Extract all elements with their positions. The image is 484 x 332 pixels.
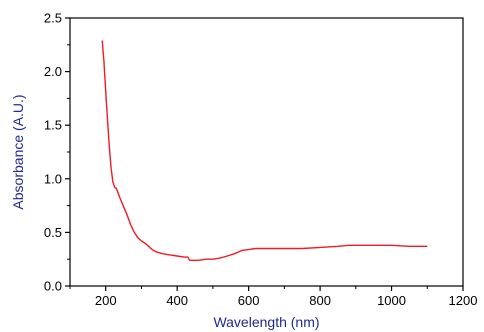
y-tick-label: 0.5 [44, 225, 62, 240]
y-tick-label: 1.5 [44, 118, 62, 133]
x-tick-label: 200 [95, 293, 117, 308]
x-tick-label: 600 [238, 293, 260, 308]
y-axis-ticks: 0.0 0.5 1.0 1.5 2.0 2.5 [44, 11, 70, 294]
y-tick-label: 2.0 [44, 64, 62, 79]
y-tick-label: 1.0 [44, 171, 62, 186]
y-axis-title: Absorbance (A.U.) [10, 94, 26, 209]
series-layer [101, 40, 428, 261]
x-tick-label: 800 [309, 293, 331, 308]
x-tick-label: 1000 [377, 293, 406, 308]
x-tick-label: 1200 [449, 293, 478, 308]
y-tick-label: 0.0 [44, 279, 62, 294]
x-axis-ticks: 200 400 600 800 1000 1200 [69, 286, 478, 308]
absorbance-series-line [101, 40, 428, 261]
x-axis-title: Wavelength (nm) [213, 314, 319, 330]
x-tick-label: 400 [166, 293, 188, 308]
y-tick-label: 2.5 [44, 11, 62, 26]
